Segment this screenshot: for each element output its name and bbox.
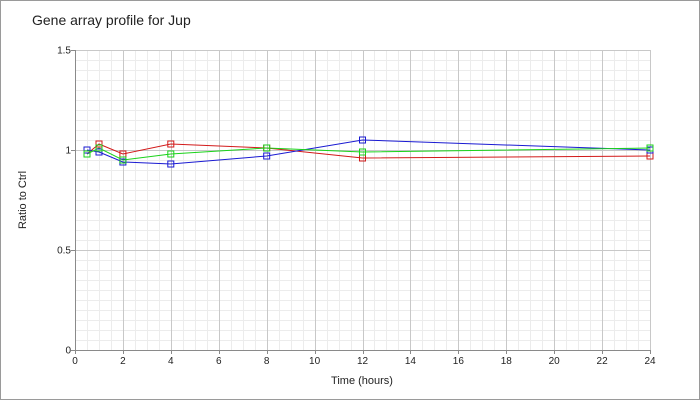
y-axis-label: Ratio to Ctrl — [17, 171, 29, 229]
series-2-point — [83, 146, 91, 154]
series-2-point — [95, 148, 103, 156]
series-2-point — [359, 136, 366, 144]
x-tick-label: 14 — [405, 356, 417, 367]
y-tick-label: 1.5 — [57, 46, 71, 57]
series-2-point — [167, 160, 175, 168]
x-tick-label: 18 — [501, 356, 513, 367]
series-1-point — [167, 140, 175, 148]
series-3-point — [95, 144, 103, 152]
y-tick-label: 0.5 — [57, 246, 71, 257]
x-tick-label: 16 — [453, 356, 465, 367]
x-tick-label: 24 — [644, 356, 656, 367]
series-line-3 — [86, 147, 651, 161]
x-tick-label: 4 — [168, 356, 174, 367]
chart-title: Gene array profile for Jup — [32, 12, 191, 28]
series-line-1 — [86, 143, 651, 159]
x-tick-label: 10 — [309, 356, 321, 367]
x-tick-label: 22 — [597, 356, 609, 367]
series-3-point — [263, 144, 271, 152]
series-3-point — [167, 150, 175, 158]
x-tick-label: 0 — [72, 356, 78, 367]
y-tick-label: 0 — [65, 346, 71, 357]
y-tick-label: 1 — [65, 146, 71, 157]
minor-grid — [75, 50, 651, 351]
series-3-point — [119, 156, 127, 164]
x-tick-label: 6 — [216, 356, 222, 367]
series-3-point — [646, 144, 654, 152]
series-2-point — [263, 152, 271, 160]
x-tick-label: 20 — [549, 356, 561, 367]
x-tick-label: 12 — [357, 356, 369, 367]
series-3-point — [359, 148, 366, 156]
x-tick-label: 2 — [120, 356, 126, 367]
axes — [71, 50, 651, 354]
series-3-point — [83, 150, 91, 158]
series-lines — [86, 139, 651, 165]
x-tick-label: 8 — [264, 356, 270, 367]
series-line-2 — [86, 139, 651, 165]
series-1-point — [95, 140, 103, 148]
series-markers — [83, 136, 654, 168]
x-axis-label: Time (hours) — [331, 375, 393, 387]
